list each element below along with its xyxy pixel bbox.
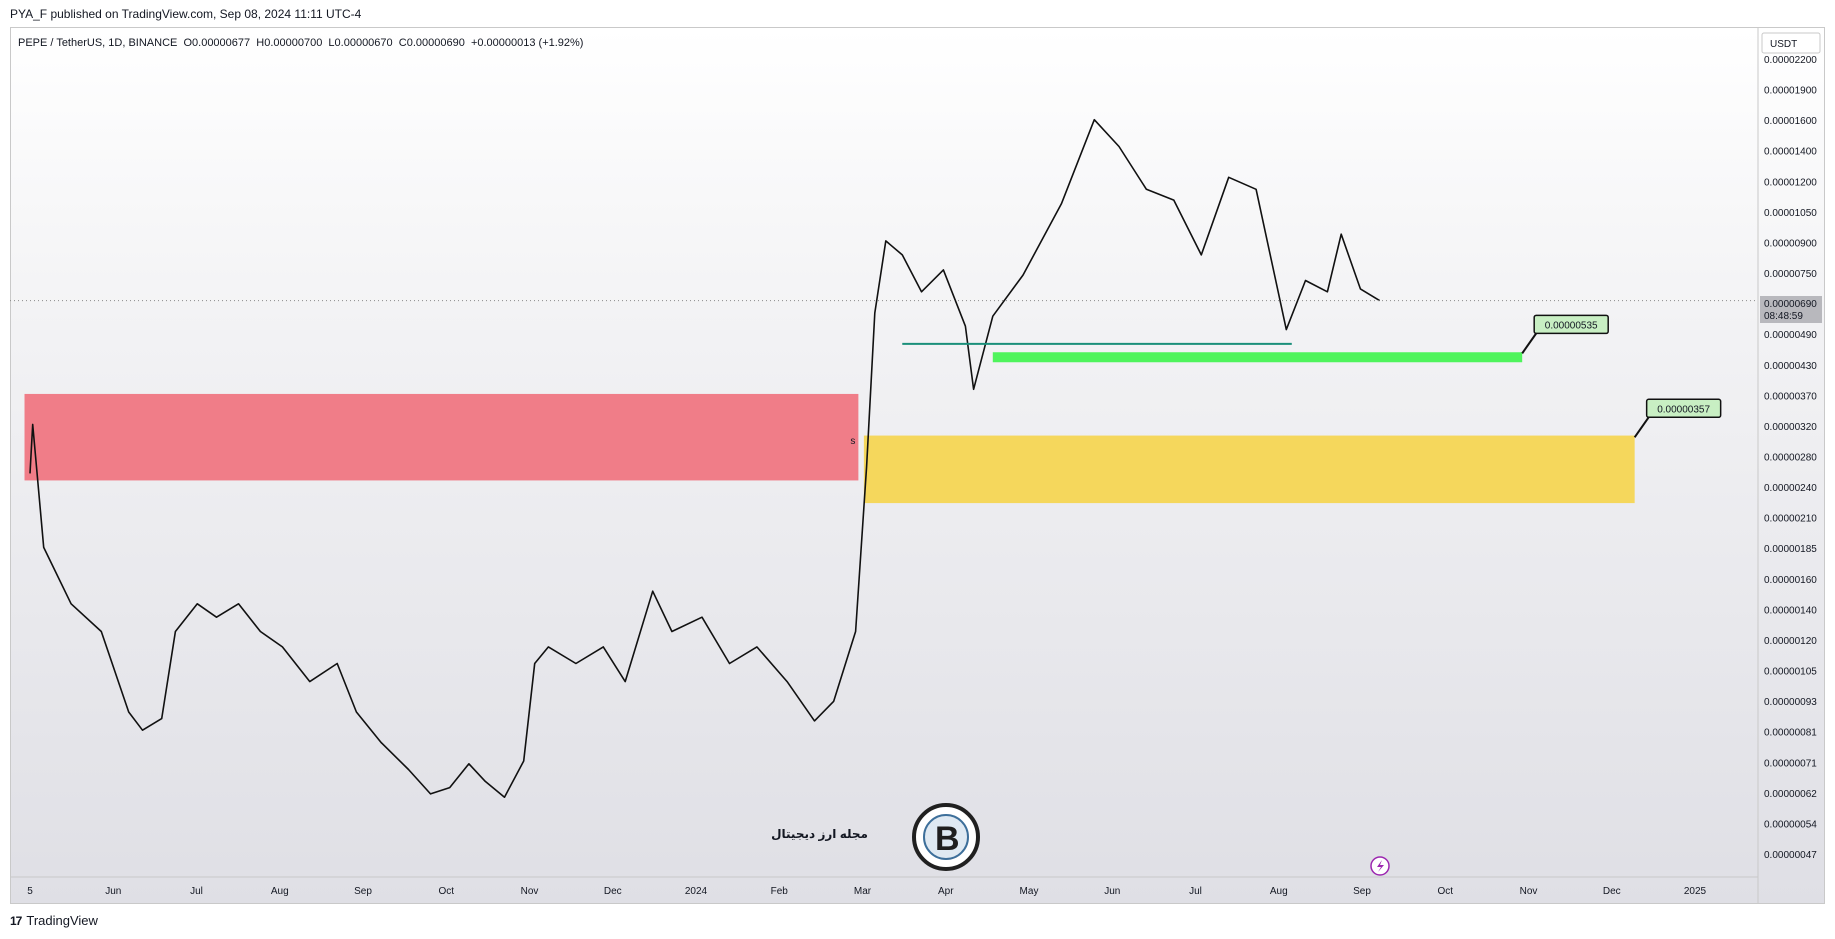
y-tick-label: 0.00000240 <box>1764 483 1817 494</box>
y-tick-label: 0.00000210 <box>1764 514 1817 525</box>
x-tick-label: Sep <box>354 886 372 897</box>
label-357-box[interactable] <box>1645 398 1722 419</box>
y-tick-label: 0.00000900 <box>1764 238 1817 249</box>
y-tick-label: 0.00000120 <box>1764 636 1817 647</box>
bitcoin-logo-inner <box>923 814 969 860</box>
y-tick-label: 0.00001600 <box>1764 116 1817 127</box>
symbol-line: PEPE / TetherUS, 1D, BINANCE O0.00000677… <box>18 37 583 49</box>
y-tick-label: 0.00000490 <box>1764 330 1817 341</box>
published-header: PYA_F published on TradingView.com, Sep … <box>10 7 362 21</box>
y-tick-label: 0.00000140 <box>1764 605 1817 616</box>
x-tick-label: Aug <box>1270 886 1288 897</box>
y-tick-label: 0.00000081 <box>1764 728 1817 739</box>
price-series <box>29 118 1381 799</box>
x-tick-label: 2024 <box>685 886 708 897</box>
watermark-text: مجله ارز دیجیتال <box>771 827 868 841</box>
y-tick-label: 0.00000160 <box>1764 575 1817 586</box>
y-tick-label: 0.00001900 <box>1764 86 1817 97</box>
x-tick-label: Oct <box>1437 886 1453 897</box>
x-tick-label: Jun <box>1104 886 1120 897</box>
currency-label: USDT <box>1770 39 1797 50</box>
x-tick-label: 5 <box>27 886 33 897</box>
x-tick-label: Feb <box>771 886 789 897</box>
y-tick-label: 0.00000185 <box>1764 544 1817 555</box>
x-tick-label: Nov <box>1520 886 1538 897</box>
supply-zone-label: s <box>850 436 855 447</box>
support-zone <box>863 435 1635 504</box>
y-tick-label: 0.00000320 <box>1764 422 1817 433</box>
x-tick-label: Oct <box>438 886 454 897</box>
x-tick-label: May <box>1020 886 1039 897</box>
last-price-box <box>1760 296 1822 323</box>
label-535-text: 0.00000535 <box>1545 320 1598 331</box>
label-357-text: 0.00000357 <box>1657 404 1710 415</box>
currency-box[interactable] <box>1761 32 1821 54</box>
y-tick-label: 0.00000071 <box>1764 758 1817 769</box>
y-tick-label: 0.00000280 <box>1764 453 1817 464</box>
y-tick-label: 0.00000093 <box>1764 697 1817 708</box>
y-tick-label: 0.00000370 <box>1764 391 1817 402</box>
y-tick-label: 0.00001400 <box>1764 147 1817 158</box>
x-tick-label: Dec <box>1603 886 1621 897</box>
y-tick-label: 0.00000062 <box>1764 789 1817 800</box>
x-tick-label: Jul <box>1189 886 1202 897</box>
y-tick-label: 0.00000105 <box>1764 667 1817 678</box>
last-price-countdown: 08:48:59 <box>1764 311 1803 322</box>
x-tick-label: Dec <box>604 886 622 897</box>
y-tick-label: 0.00000047 <box>1764 850 1817 861</box>
y-tick-label: 0.00002200 <box>1764 55 1817 66</box>
x-tick-label: Mar <box>854 886 872 897</box>
label-535-box[interactable] <box>1533 314 1609 335</box>
x-tick-label: Aug <box>271 886 289 897</box>
tradingview-text: TradingView <box>26 913 98 928</box>
y-tick-label: 0.00001050 <box>1764 208 1817 219</box>
supply-zone <box>24 393 859 481</box>
y-tick-label: 0.00000054 <box>1764 819 1817 830</box>
y-tick-label: 0.00000430 <box>1764 361 1817 372</box>
x-tick-label: 2025 <box>1684 886 1707 897</box>
tradingview-logo-icon: 17 <box>10 913 22 928</box>
label-535-pointer <box>1521 332 1538 354</box>
x-tick-label: Sep <box>1353 886 1371 897</box>
last-price-value: 0.00000690 <box>1764 299 1817 310</box>
lightning-icon-bolt <box>1377 860 1384 872</box>
x-tick-label: Jul <box>190 886 203 897</box>
x-tick-label: Jun <box>105 886 121 897</box>
y-tick-label: 0.00000750 <box>1764 269 1817 280</box>
label-357-pointer <box>1633 416 1650 438</box>
y-tick-label: 0.00001200 <box>1764 177 1817 188</box>
x-tick-label: Apr <box>938 886 954 897</box>
footer-brand[interactable]: 17 TradingView <box>10 913 98 928</box>
watermark-logo: B <box>912 803 980 871</box>
bitcoin-logo-glyph: B <box>935 820 960 858</box>
x-tick-label: Nov <box>521 886 539 897</box>
